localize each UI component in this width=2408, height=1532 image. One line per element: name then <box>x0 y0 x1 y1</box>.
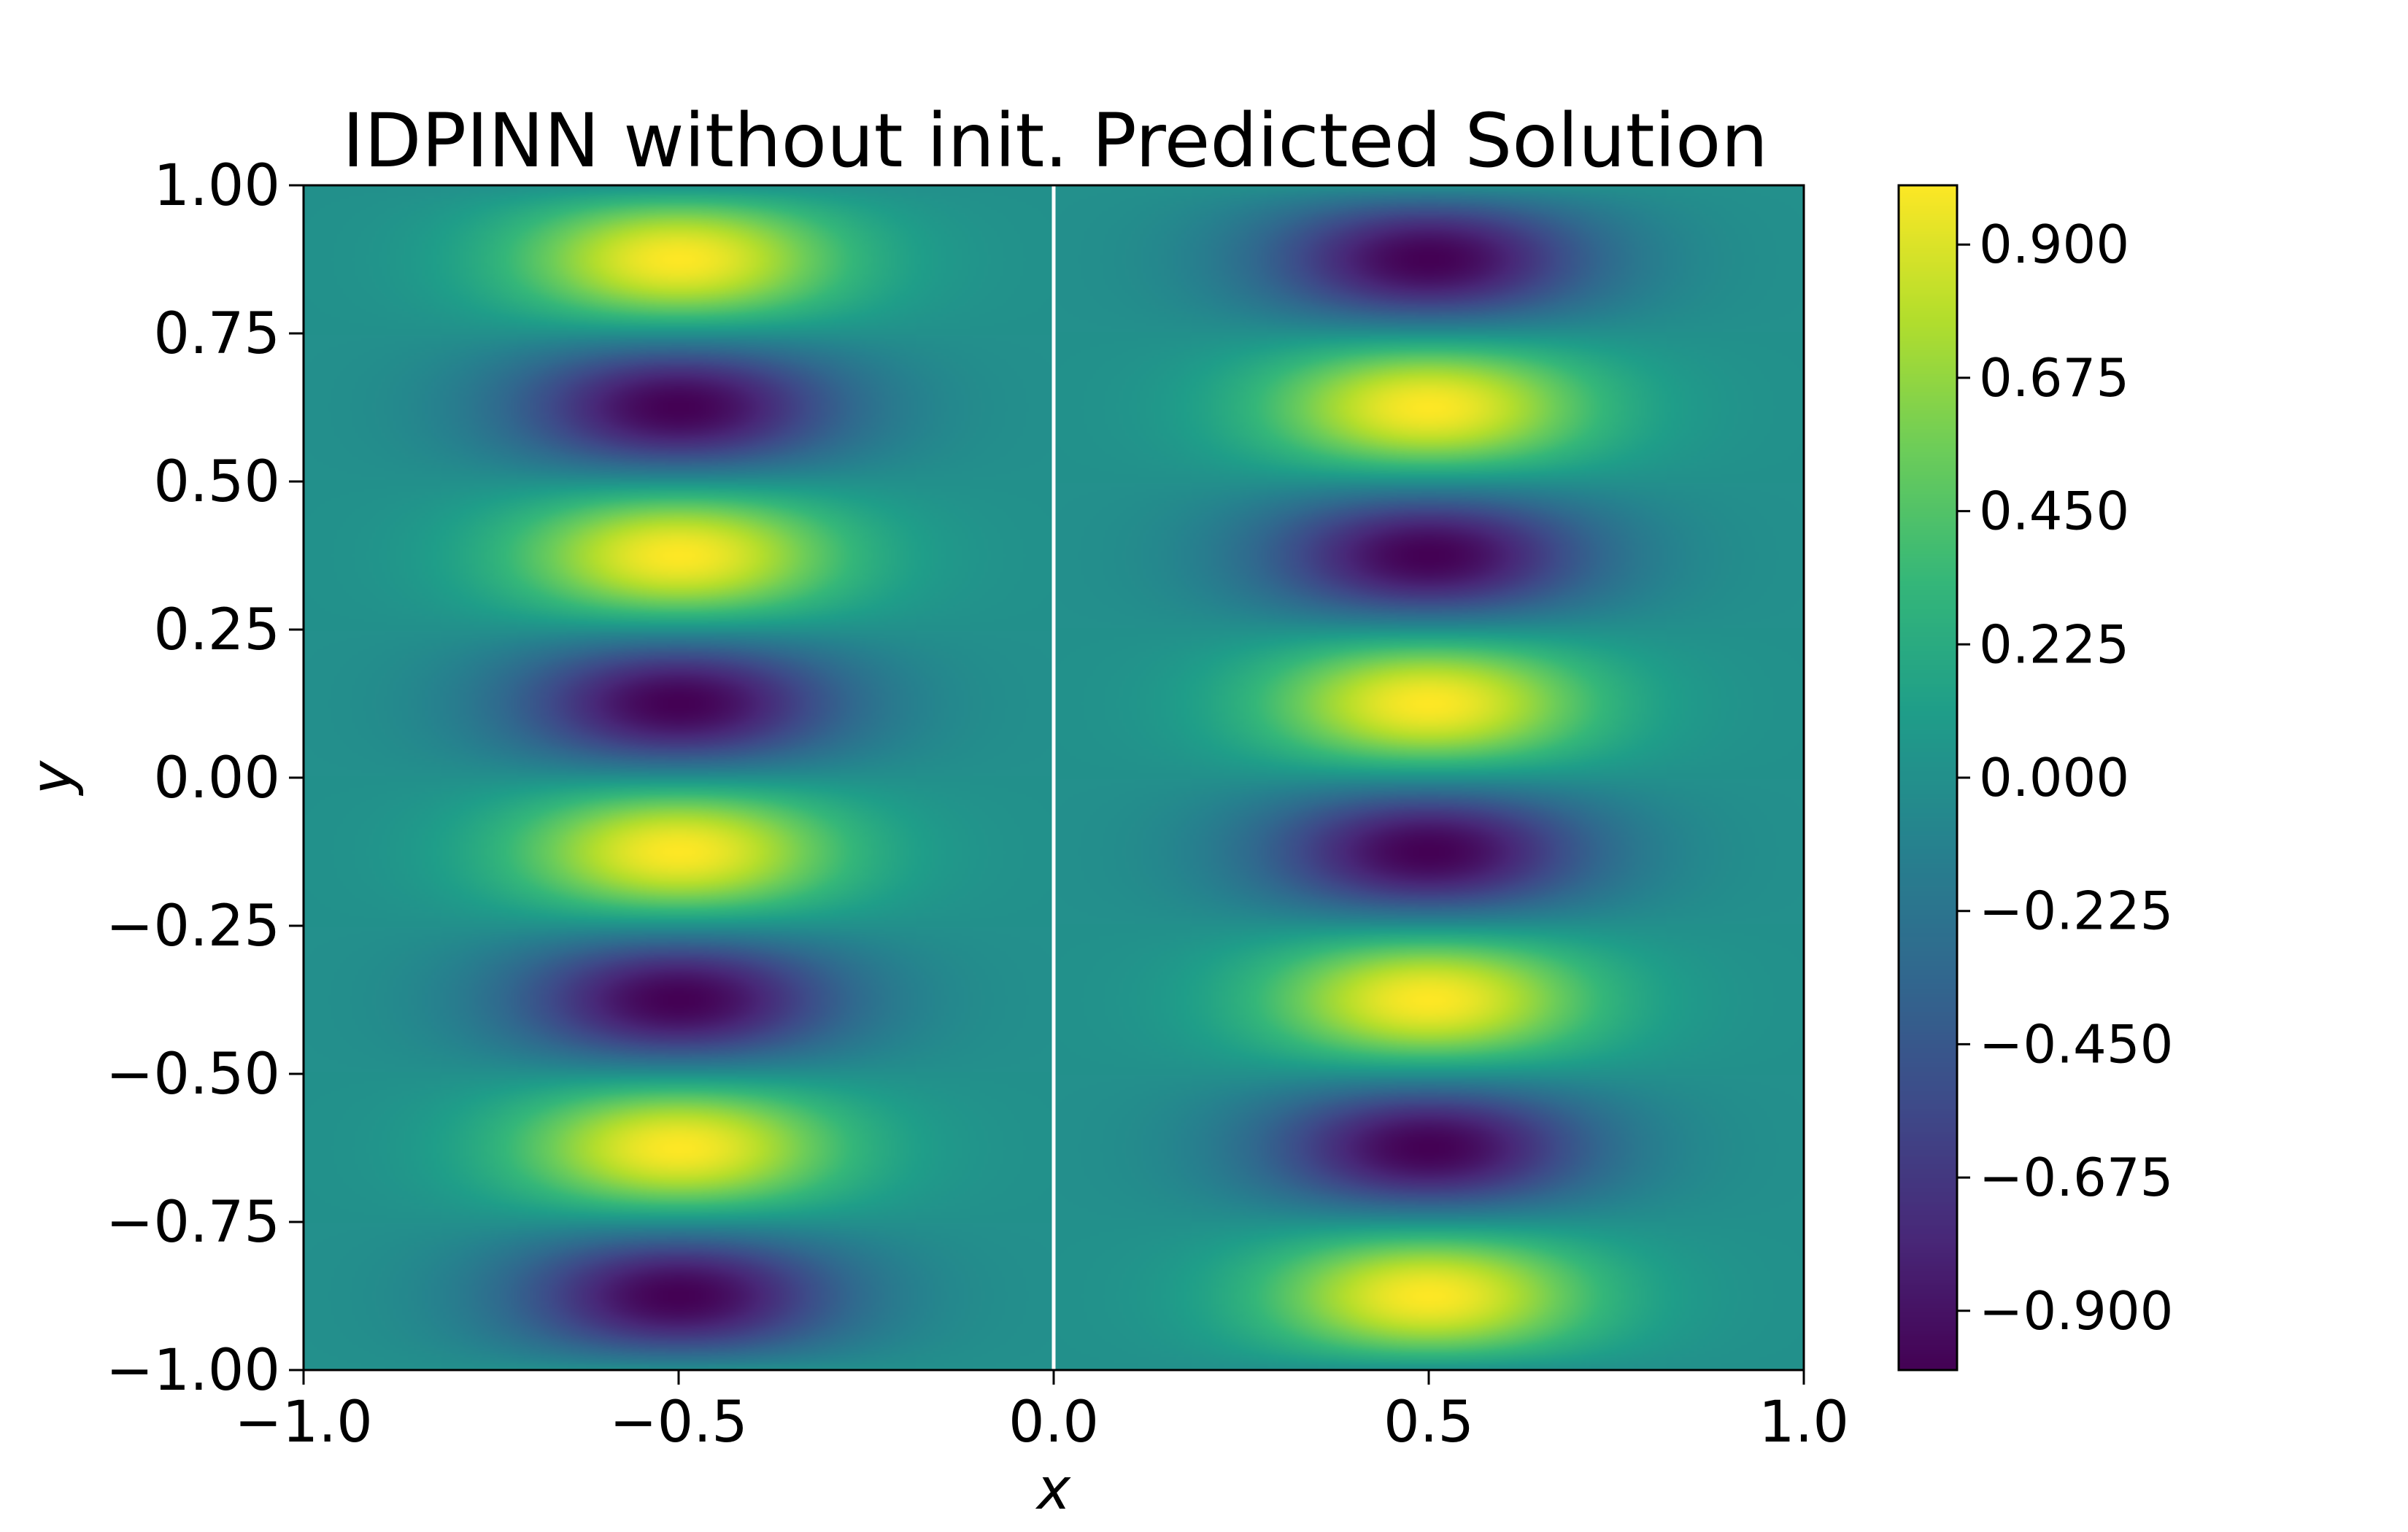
colorbar-tick-label: 0.675 <box>1979 347 2129 409</box>
y-tick-label: 0.00 <box>153 746 280 811</box>
colorbar-tick-label: 0.900 <box>1979 214 2129 275</box>
y-tick-label: 0.50 <box>153 449 280 515</box>
colorbar-tick-label: 0.450 <box>1979 481 2129 542</box>
y-tick-label: 0.75 <box>153 301 280 367</box>
y-tick-label: −1.00 <box>106 1338 280 1404</box>
x-axis: −1.0 −0.5 0.0 0.5 1.0 <box>234 1370 1849 1455</box>
y-tick-label: 0.25 <box>153 597 280 663</box>
colorbar-tick-label: −0.675 <box>1979 1147 2173 1208</box>
colorbar-tick-label: 0.225 <box>1979 614 2129 675</box>
colorbar-tick-label: −0.900 <box>1979 1280 2173 1342</box>
heatmap-area <box>302 184 1805 1372</box>
colorbar-tick-label: 0.000 <box>1979 747 2129 808</box>
y-tick-label: 1.00 <box>153 153 280 219</box>
y-tick-label: −0.25 <box>106 894 280 959</box>
colorbar-tick-label: −0.225 <box>1979 881 2173 942</box>
y-tick-label: −0.75 <box>106 1190 280 1256</box>
colorbar-gradient <box>1899 185 1957 1370</box>
y-tick-label: −0.50 <box>106 1042 280 1107</box>
y-axis-label: y <box>20 759 85 796</box>
colorbar: −0.900 −0.675 −0.450 −0.225 0.000 0.225 0.450 0… <box>1897 184 2173 1372</box>
chart-title: IDPINN without init. Predicted Solution <box>342 98 1768 185</box>
x-tick-label: −1.0 <box>234 1390 372 1455</box>
x-axis-label: x <box>1035 1457 1071 1523</box>
colorbar-tick-label: −0.450 <box>1979 1013 2173 1075</box>
x-tick-label: −0.5 <box>609 1390 747 1455</box>
x-tick-label: 0.5 <box>1384 1390 1474 1455</box>
x-tick-label: 0.0 <box>1008 1390 1099 1455</box>
colorbar-ticks: −0.900 −0.675 −0.450 −0.225 0.000 0.225 0.450 0… <box>1957 214 2173 1342</box>
x-tick-label: 1.0 <box>1759 1390 1849 1455</box>
y-axis: −1.00 −0.75 −0.50 −0.25 0.00 0.25 0.50 0.75 1.00 <box>106 153 304 1404</box>
